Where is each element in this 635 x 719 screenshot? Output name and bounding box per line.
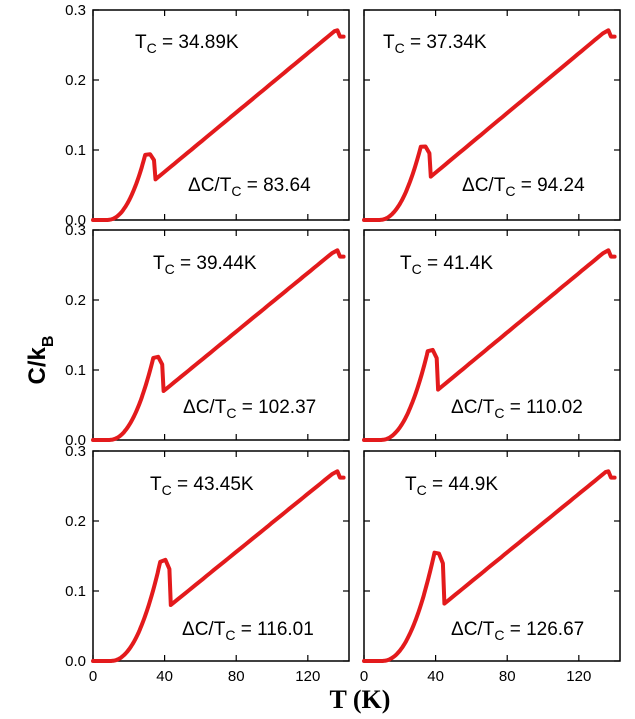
tc-symbol: T [150,474,162,495]
dc-subscript: C [225,627,235,643]
dc-symbol: ΔC/T [451,619,495,640]
heat-capacity-line [91,248,346,442]
tc-value: = 44.9K [427,474,499,495]
dc-subscript: C [231,183,241,199]
tc-annotation: TC = 37.34K [383,32,487,56]
plot-frame [363,9,621,221]
tc-annotation: TC = 44.9K [405,474,498,498]
y-tick-label: 0.0 [65,432,86,449]
tc-symbol: T [400,253,412,274]
heat-capacity-line [362,469,617,663]
y-tick-label: 0.3 [65,222,86,239]
tc-subscript: C [147,40,157,56]
dc-annotation: ΔC/TC = 110.02 [451,397,583,421]
x-tick-label: 80 [499,668,516,685]
tc-value: = 43.45K [172,474,254,495]
dc-value: = 116.01 [235,619,313,640]
tc-symbol: T [383,32,395,53]
y-tick-label: 0.2 [65,513,86,530]
heat-capacity-line [362,28,617,222]
tc-symbol: T [135,32,147,53]
dc-subscript: C [494,627,504,643]
y-tick-label: 0.2 [65,72,86,89]
tc-annotation: TC = 43.45K [150,474,254,498]
dc-symbol: ΔC/T [188,175,232,196]
tc-subscript: C [412,261,422,277]
tc-subscript: C [417,482,427,498]
tc-value: = 34.89K [157,32,239,53]
y-tick-label: 0.2 [65,292,86,309]
dc-value: = 126.67 [504,619,584,640]
dc-value: = 83.64 [241,175,311,196]
tc-subscript: C [162,482,172,498]
dc-value: = 110.02 [504,397,582,418]
x-tick-label: 0 [360,668,368,685]
x-tick-label: 120 [295,668,320,685]
y-tick-label: 0.0 [65,212,86,229]
y-tick-label: 0.3 [65,443,86,460]
y-tick-label: 0.1 [65,362,86,379]
tc-symbol: T [405,474,417,495]
y-axis-title-sub: B [40,336,57,348]
tc-annotation: TC = 39.44K [153,253,257,277]
y-axis-title: C/kB [24,336,57,385]
dc-symbol: ΔC/T [451,397,495,418]
tc-value: = 39.44K [175,253,257,274]
x-tick-label: 40 [156,668,173,685]
y-tick-label: 0.0 [65,653,86,670]
plot-frame [363,450,621,662]
plot-frame [92,9,350,221]
tc-symbol: T [153,253,165,274]
dc-annotation: ΔC/TC = 83.64 [188,175,311,199]
heat-capacity-line [91,469,346,663]
y-axis-title-main: C/k [24,346,51,384]
x-tick-label: 120 [566,668,591,685]
dc-value: = 94.24 [515,175,585,196]
dc-annotation: ΔC/TC = 116.01 [182,619,314,643]
dc-subscript: C [494,405,504,421]
plot-frame [363,229,621,441]
dc-subscript: C [505,183,515,199]
dc-annotation: ΔC/TC = 94.24 [462,175,585,199]
tc-annotation: TC = 34.89K [135,32,239,56]
y-tick-label: 0.3 [65,2,86,19]
x-tick-label: 0 [89,668,97,685]
tc-value: = 41.4K [422,253,494,274]
dc-symbol: ΔC/T [183,397,227,418]
plot-frame [92,229,350,441]
heat-capacity-line [362,248,617,442]
tc-annotation: TC = 41.4K [400,253,493,277]
dc-symbol: ΔC/T [462,175,506,196]
tc-subscript: C [165,261,175,277]
tc-value: = 37.34K [405,32,487,53]
dc-annotation: ΔC/TC = 102.37 [183,397,316,421]
y-tick-label: 0.1 [65,142,86,159]
dc-value: = 102.37 [236,397,316,418]
heat-capacity-line [91,28,346,222]
dc-annotation: ΔC/TC = 126.67 [451,619,584,643]
x-axis-title: T (K) [330,685,391,714]
plot-frame [92,450,350,662]
y-tick-label: 0.1 [65,583,86,600]
tc-subscript: C [395,40,405,56]
x-tick-label: 80 [228,668,245,685]
dc-subscript: C [226,405,236,421]
x-tick-label: 40 [427,668,444,685]
dc-symbol: ΔC/T [182,619,226,640]
